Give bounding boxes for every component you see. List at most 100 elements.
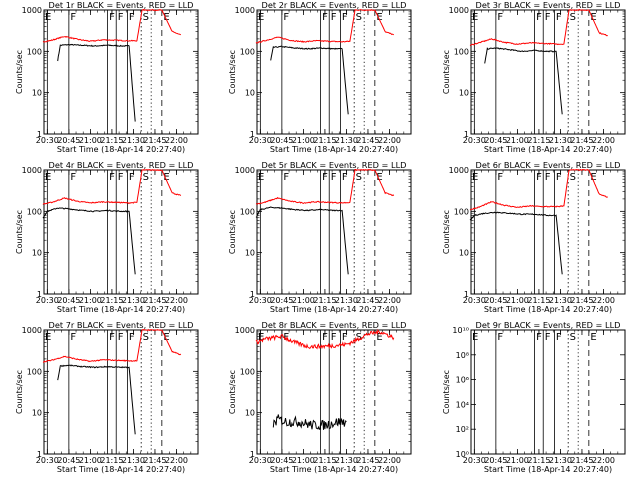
x-tick-label: 20:45 <box>484 136 507 145</box>
panel-title: Det 6r BLACK = Events, RED = LLD <box>476 160 621 170</box>
marker-label: E <box>376 12 382 23</box>
marker-label: F <box>536 172 542 183</box>
x-tick-label: 20:45 <box>484 296 507 305</box>
marker-label: F <box>497 172 503 183</box>
marker-label: E <box>163 12 169 23</box>
y-tick-label: 1000 <box>22 326 42 335</box>
series-lld-line <box>469 168 608 211</box>
y-tick-label: 100 <box>27 207 42 216</box>
marker-label: F <box>129 332 135 343</box>
marker-label: F <box>118 332 124 343</box>
y-axis-label: Counts/sec <box>15 210 24 254</box>
x-tick-label: 21:45 <box>143 136 166 145</box>
y-tick-label: 10 <box>245 409 255 418</box>
x-tick-label: 21:15 <box>527 456 550 465</box>
series-events-line <box>57 364 136 435</box>
y-tick-label: 1 <box>464 290 469 299</box>
x-tick-label: 22:00 <box>592 296 615 305</box>
x-tick-label: 20:30 <box>36 296 59 305</box>
y-axis-label: Counts/sec <box>228 50 237 94</box>
x-axis-label: Start Time (18-Apr-14 20:27:40) <box>270 145 398 154</box>
y-axis-label: Counts/sec <box>442 370 451 414</box>
panel-title: Det 5r BLACK = Events, RED = LLD <box>262 160 407 170</box>
panel-title: Det 2r BLACK = Events, RED = LLD <box>262 0 407 10</box>
x-tick-label: 20:30 <box>249 296 272 305</box>
marker-label: S <box>356 12 362 23</box>
x-tick-label: 20:30 <box>249 136 272 145</box>
x-tick-label: 20:45 <box>57 456 80 465</box>
x-tick-label: 21:45 <box>143 296 166 305</box>
marker-label: F <box>497 12 503 23</box>
marker-label: S <box>143 172 149 183</box>
y-tick-label: 1000 <box>449 166 469 175</box>
x-tick-label: 22:00 <box>592 456 615 465</box>
y-axis-label: Counts/sec <box>228 210 237 254</box>
marker-label: F <box>556 172 562 183</box>
x-axis-label: Start Time (18-Apr-14 20:27:40) <box>484 305 612 314</box>
x-tick-label: 20:45 <box>270 136 293 145</box>
series-events-line <box>42 207 136 275</box>
y-tick-label: 100 <box>454 47 469 56</box>
x-axis-label: Start Time (18-Apr-14 20:27:40) <box>57 145 185 154</box>
y-tick-label: 1 <box>250 290 255 299</box>
y-tick-label: 10 <box>32 249 42 258</box>
marker-label: F <box>118 172 124 183</box>
panel-det-1r: Det 1r BLACK = Events, RED = LLD 1 10 100 10… <box>15 0 199 154</box>
marker-label: F <box>545 12 551 23</box>
x-tick-label: 21:00 <box>292 136 315 145</box>
x-tick-label: 21:30 <box>549 456 572 465</box>
marker-label: F <box>536 12 542 23</box>
y-tick-label: 1 <box>37 130 42 139</box>
x-axis-label: Start Time (18-Apr-14 20:27:40) <box>270 465 398 474</box>
marker-label: E <box>45 12 51 23</box>
plot-frame <box>470 169 626 295</box>
x-axis-label: Start Time (18-Apr-14 20:27:40) <box>57 305 185 314</box>
x-tick-label: 21:00 <box>506 136 529 145</box>
plot-frame <box>256 169 412 295</box>
marker-label: F <box>70 332 76 343</box>
marker-label: E <box>163 332 169 343</box>
x-tick-label: 21:00 <box>292 296 315 305</box>
marker-label: E <box>376 332 382 343</box>
y-tick-label: 10⁴ <box>456 400 469 409</box>
y-tick-label: 10 <box>245 89 255 98</box>
marker-label: F <box>70 12 76 23</box>
marker-label: S <box>143 332 149 343</box>
series-events-line <box>469 211 563 275</box>
panel-title: Det 3r BLACK = Events, RED = LLD <box>476 0 621 10</box>
y-tick-label: 10 <box>245 249 255 258</box>
x-tick-label: 21:30 <box>122 296 145 305</box>
y-tick-label: 100 <box>240 367 255 376</box>
x-tick-label: 20:30 <box>249 456 272 465</box>
y-tick-label: 1000 <box>235 326 255 335</box>
y-tick-label: 10 <box>459 249 469 258</box>
x-tick-label: 21:45 <box>570 296 593 305</box>
x-tick-label: 21:30 <box>549 296 572 305</box>
x-tick-label: 21:00 <box>79 296 102 305</box>
marker-label: F <box>556 12 562 23</box>
x-tick-label: 21:00 <box>506 456 529 465</box>
x-tick-label: 22:00 <box>378 136 401 145</box>
marker-label: F <box>545 332 551 343</box>
y-tick-label: 1000 <box>235 6 255 15</box>
panel-det-3r: Det 3r BLACK = Events, RED = LLD 1 10 100 10… <box>442 0 626 154</box>
x-axis-label: Start Time (18-Apr-14 20:27:40) <box>484 145 612 154</box>
marker-label: F <box>322 12 328 23</box>
y-tick-label: 10⁸ <box>456 351 469 360</box>
marker-label: F <box>129 12 135 23</box>
plot-frame <box>470 9 626 135</box>
y-axis-label: Counts/sec <box>228 370 237 414</box>
x-tick-label: 22:00 <box>378 456 401 465</box>
marker-label: S <box>356 172 362 183</box>
marker-label: F <box>322 172 328 183</box>
x-tick-label: 21:30 <box>122 136 145 145</box>
plot-frame <box>43 329 199 455</box>
x-tick-label: 22:00 <box>165 136 188 145</box>
x-tick-label: 22:00 <box>165 456 188 465</box>
series-events-line <box>255 206 349 275</box>
y-tick-label: 10 <box>32 89 42 98</box>
x-tick-label: 21:30 <box>335 456 358 465</box>
x-tick-label: 21:00 <box>506 296 529 305</box>
y-tick-label: 1000 <box>22 166 42 175</box>
